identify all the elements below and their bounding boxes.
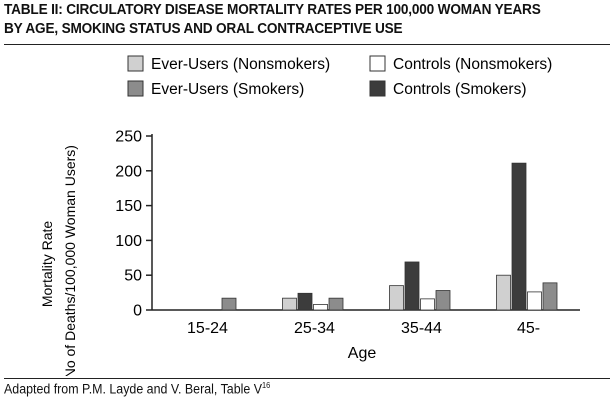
bar [389, 285, 404, 311]
legend-swatch [369, 55, 386, 72]
bar [542, 282, 558, 311]
title-line-1: TABLE II: CIRCULATORY DISEASE MORTALITY … [4, 2, 541, 18]
legend-label: Ever-Users (Nonsmokers) [151, 56, 330, 73]
title-line-2: BY AGE, SMOKING STATUS AND ORAL CONTRACE… [4, 21, 403, 37]
bar [297, 292, 313, 311]
bar [404, 261, 420, 311]
legend-swatch [127, 80, 144, 97]
legend-swatch [369, 80, 386, 97]
x-tick-label: 25-34 [294, 320, 335, 337]
y-tick-label: 50 [124, 268, 142, 285]
y-axis-label: Mortality Rate [39, 221, 55, 308]
caption-text: Adapted from P.M. Layde and V. Beral, Ta… [4, 381, 263, 397]
bar [435, 290, 451, 311]
legend-label: Controls (Nonsmokers) [393, 56, 552, 73]
legend-swatch [127, 55, 144, 72]
y-tick-label: 200 [115, 163, 142, 180]
y-axis-title: Mortality Rate (No of Deaths/100,000 Wom… [39, 145, 78, 376]
legend-label: Controls (Smokers) [393, 81, 527, 98]
x-tick-label: 45- [517, 320, 540, 337]
axes: 0 50 100 150 200 250 15-24 25-34 35-44 45- [115, 129, 580, 337]
source-caption: Adapted from P.M. Layde and V. Beral, Ta… [4, 381, 270, 397]
top-rule [4, 44, 610, 45]
bars [221, 162, 558, 311]
x-tick-label: 15-24 [187, 320, 228, 337]
table-title: TABLE II: CIRCULATORY DISEASE MORTALITY … [4, 1, 574, 39]
bar [511, 162, 527, 311]
bar [328, 297, 344, 311]
bar [282, 297, 297, 311]
bottom-rule [4, 378, 610, 379]
y-axis-label-sub: (No of Deaths/100,000 Woman Users) [62, 145, 78, 376]
x-tick-label: 35-44 [401, 320, 442, 337]
bar [420, 298, 435, 311]
bar [527, 291, 542, 311]
y-tick-label: 250 [115, 129, 142, 146]
bar [221, 297, 237, 311]
caption-superscript: 16 [262, 381, 271, 390]
x-axis-label: Age [348, 345, 377, 362]
y-tick-label: 100 [115, 233, 142, 250]
bar-chart: Ever-Users (Nonsmokers) Controls (Nonsmok… [39, 55, 580, 376]
bar [313, 304, 328, 311]
legend: Ever-Users (Nonsmokers) Controls (Nonsmok… [127, 55, 552, 98]
legend-label: Ever-Users (Smokers) [151, 81, 304, 98]
bar [496, 274, 511, 311]
y-tick-label: 0 [133, 303, 142, 320]
y-tick-label: 150 [115, 198, 142, 215]
